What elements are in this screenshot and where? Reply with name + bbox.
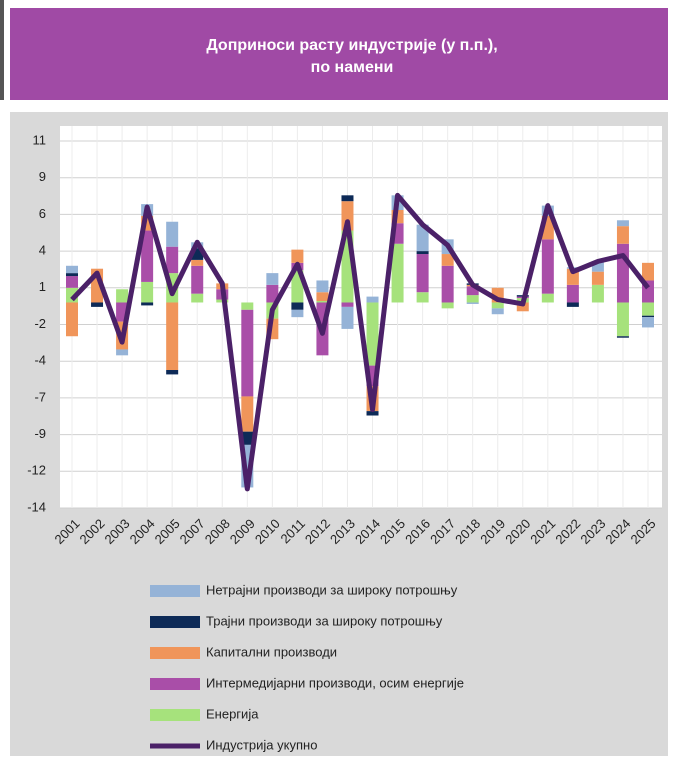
y-tick-label: 6 [39,206,46,221]
bar-segment [191,293,204,303]
y-tick-label: 1 [39,279,46,294]
bar-segment [466,295,479,303]
legend-label: Интермедијарни производи, осим енергије [206,675,464,690]
bar-segment [66,273,78,277]
bar-segment [191,265,204,294]
bar-segment [441,302,454,309]
bar-segment [316,301,329,303]
legend-swatch [150,709,200,721]
bar-segment [366,302,379,366]
y-tick-label: -9 [34,426,46,441]
y-tick-label: 9 [39,169,46,184]
bar-segment [416,254,429,293]
bar-segment [66,265,78,274]
bar-segment [416,292,429,303]
legend-swatch [150,585,200,597]
bar-segment [141,281,154,303]
y-tick-label: 4 [39,243,46,258]
bar-segment [66,276,78,288]
bar-segment [541,239,554,294]
bar-segment [466,286,479,296]
bar-segment [366,411,379,416]
bar-segment [191,259,204,266]
bar-segment [541,293,554,303]
bar-segment [491,302,504,309]
bar-segment [391,243,404,303]
bar-segment [616,226,629,244]
legend-label: Енергија [206,706,259,721]
legend-swatch [150,647,200,659]
bar-segment [291,249,304,263]
bar-segment [341,195,354,202]
bar-segment [642,315,654,318]
bar-segment [591,271,604,285]
bar-segment [166,302,179,371]
bar-segment [241,396,254,432]
bar-segment [642,317,654,328]
bar-segment [266,284,279,303]
bar-segment [116,289,129,303]
y-tick-label: -7 [34,389,46,404]
bar-segment [616,336,629,338]
bar-segment [241,431,254,445]
bar-segment [166,221,179,247]
bar-segment [516,302,529,312]
bar-segment [441,265,454,303]
bar-segment [316,280,329,293]
total-line [70,192,650,492]
legend-label: Капитални производи [206,644,337,659]
bar-segment [91,302,104,307]
legend-swatch [150,678,200,690]
edge [0,0,4,100]
bar-segment [66,302,78,337]
chart-title: Доприноси расту индустрије (у п.п.), [206,37,497,54]
bar-segment [191,248,204,260]
bar-segment [491,308,504,315]
bar-segment [366,296,379,303]
legend-label: Трајни производи за широку потрошњу [206,613,443,628]
legend-label: Индустрија укупно [206,737,317,752]
bar-segment [591,261,604,272]
bar-segment [616,243,629,303]
bar-segment [341,201,354,231]
legend-swatch [150,616,200,628]
bar-segment [141,230,154,282]
bar-segment [141,302,154,306]
bar-segment [416,251,429,255]
bar-segment [116,349,129,356]
bar-segment [441,254,454,266]
bar-segment [241,309,254,397]
legend-label: Нетрајни производи за широку потрошњу [206,582,458,597]
bar-segment [466,302,479,304]
y-tick-label: -2 [34,316,46,331]
bar-segment [291,309,304,318]
bar-segment [316,292,329,302]
bar-segment [341,302,354,307]
bar-segment [566,302,579,307]
header [10,8,668,100]
bar-segment [591,284,604,303]
bar-segment [241,302,254,310]
bar-segment [416,224,429,252]
y-tick-label: -12 [27,463,46,478]
bar-segment [616,302,629,337]
bar-segment [566,284,579,303]
bar-segment [291,302,304,310]
y-tick-label: 11 [33,132,47,147]
y-tick-label: -14 [27,499,46,514]
bar-segment [166,370,179,375]
y-tick-label: -4 [34,353,46,368]
bar-segment [341,306,354,329]
bar-segment [616,220,629,227]
bar-segment [642,262,654,281]
bar-segment [166,246,179,274]
chart-title: по намени [311,59,394,76]
bar-segment [266,273,279,285]
bar-segment [642,302,654,316]
